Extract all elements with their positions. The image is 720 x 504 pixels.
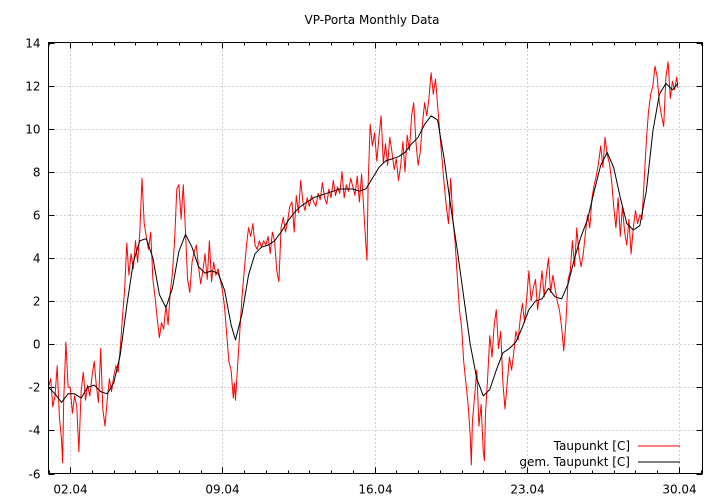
legend-label-gem-taupunkt: gem. Taupunkt [C]: [519, 455, 630, 469]
y-tick-label: 12: [25, 80, 40, 94]
y-tick-label: -6: [29, 468, 41, 482]
legend: Taupunkt [C] gem. Taupunkt [C]: [519, 439, 680, 469]
series-line-taupunkt: [48, 61, 679, 466]
y-tick-label: 14: [25, 37, 40, 51]
y-tick-label: 10: [25, 123, 40, 137]
y-tick-label: 6: [33, 209, 41, 223]
series-layer: [48, 61, 679, 466]
legend-label-taupunkt: Taupunkt [C]: [553, 439, 630, 453]
x-tick-label: 02.04: [53, 483, 87, 497]
x-tick-label: 09.04: [205, 483, 239, 497]
y-tick-label: 8: [33, 166, 41, 180]
x-axis: 02.04 09.04 16.04 23.04 30.04: [49, 42, 702, 497]
y-tick-label: -4: [29, 424, 41, 438]
x-tick-label: 23.04: [510, 483, 544, 497]
y-tick-label: 2: [33, 295, 41, 309]
x-tick-label: 16.04: [358, 483, 392, 497]
y-tick-label: 0: [33, 338, 41, 352]
grid-layer: [48, 42, 703, 474]
series-line-gem-taupunkt: [48, 82, 679, 403]
y-tick-label: -2: [29, 381, 41, 395]
plot-frame: [48, 42, 703, 474]
x-tick-label: 30.04: [662, 483, 696, 497]
y-tick-label: 4: [33, 252, 41, 266]
chart-title: VP-Porta Monthly Data: [305, 13, 440, 27]
